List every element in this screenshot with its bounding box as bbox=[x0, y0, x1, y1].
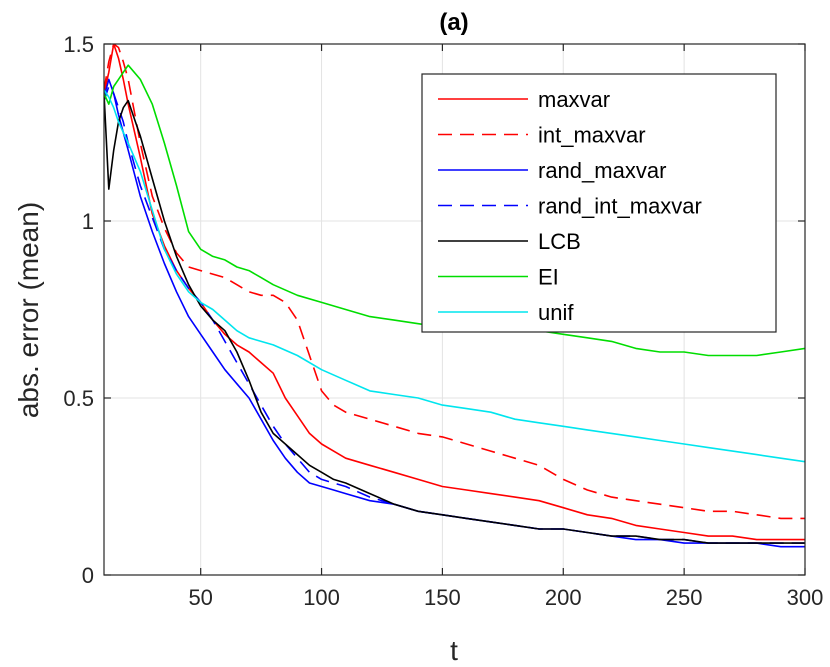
y-tick-label: 0 bbox=[82, 563, 94, 588]
legend-label-rand-int-maxvar: rand_int_maxvar bbox=[538, 194, 702, 219]
y-axis-label: abs. error (mean) bbox=[13, 202, 44, 418]
series-line-rand-maxvar bbox=[104, 78, 805, 548]
x-axis-label: t bbox=[450, 635, 458, 666]
legend-label-lcb: LCB bbox=[538, 229, 581, 254]
series-layer bbox=[104, 44, 805, 548]
series-line-unif bbox=[104, 89, 805, 463]
y-tick-label: 1 bbox=[82, 209, 94, 234]
x-tick-label: 250 bbox=[666, 585, 703, 610]
x-tick-label: 300 bbox=[787, 585, 824, 610]
x-tick-label: 150 bbox=[424, 585, 461, 610]
x-tick-label: 200 bbox=[545, 585, 582, 610]
axis-ticks: 50 100 150 200 250 300 0 0.5 1 1.5 bbox=[63, 32, 823, 610]
legend-label-rand-maxvar: rand_maxvar bbox=[538, 158, 666, 183]
legend-label-int-maxvar: int_maxvar bbox=[538, 123, 646, 148]
legend-label-ei: EI bbox=[538, 265, 559, 290]
legend-label-maxvar: maxvar bbox=[538, 87, 610, 112]
y-tick-label: 1.5 bbox=[63, 32, 94, 57]
x-tick-label: 50 bbox=[188, 585, 212, 610]
series-line-rand-int-maxvar bbox=[104, 85, 805, 544]
plot-frame bbox=[103, 43, 806, 576]
series-line-maxvar bbox=[104, 44, 805, 541]
x-tick-label: 100 bbox=[303, 585, 340, 610]
series-line-int-maxvar bbox=[104, 44, 805, 520]
legend: maxvar int_maxvar rand_maxvar rand_int_maxv… bbox=[421, 73, 777, 333]
series-line-ei bbox=[104, 64, 805, 357]
legend-label-unif: unif bbox=[538, 300, 574, 325]
series-line-lcb bbox=[104, 93, 805, 544]
y-tick-label: 0.5 bbox=[63, 386, 94, 411]
chart-title: (a) bbox=[439, 9, 468, 36]
legend-box bbox=[421, 73, 777, 333]
